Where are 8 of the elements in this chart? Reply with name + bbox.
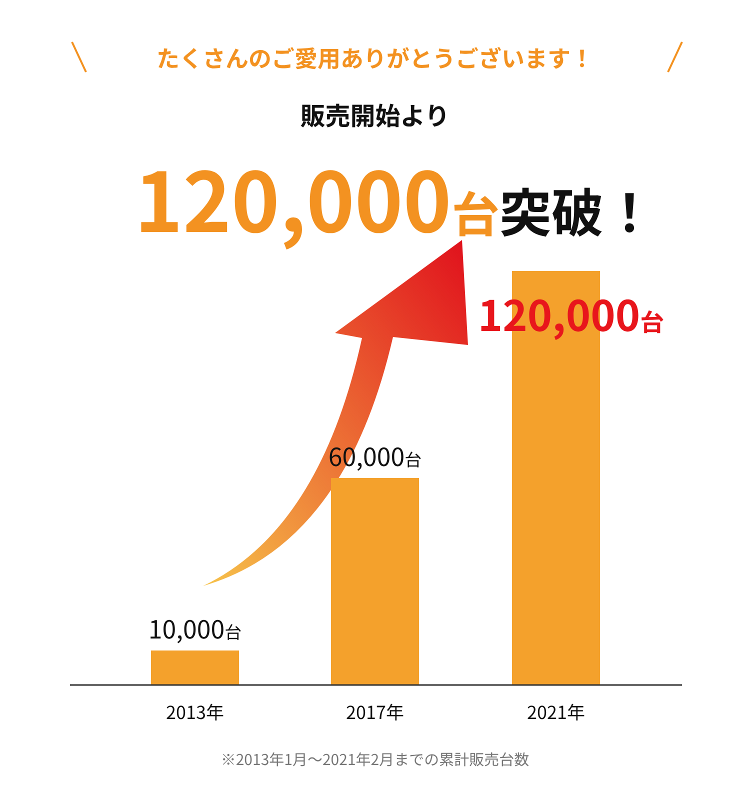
chart-subtitle: 販売開始より xyxy=(300,97,450,133)
chart-title: たくさんのご愛用ありがとうございます！ xyxy=(156,40,594,74)
data-label: 10,000台 xyxy=(148,610,242,646)
x-tick-label: 2013年 xyxy=(166,699,224,725)
text: 120,000台突破！ xyxy=(134,137,656,256)
x-tick-label: 2021年 xyxy=(527,699,585,725)
text: ※2013年1月～2021年2月までの累計販売台数 xyxy=(220,749,530,770)
x-tick-label: 2017年 xyxy=(346,699,404,725)
